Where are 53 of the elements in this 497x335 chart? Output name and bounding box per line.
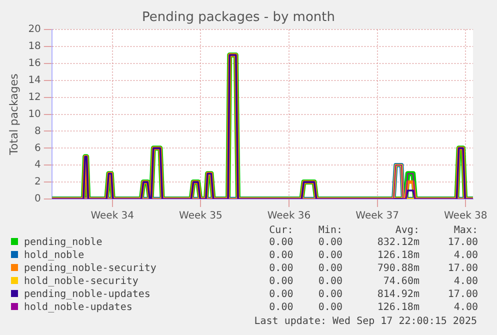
- legend-label: hold_noble-updates: [24, 302, 132, 313]
- y-axis-title: Total packages: [7, 73, 20, 156]
- text: 0.00: [317, 236, 342, 249]
- x-tick-label: Week 35: [179, 210, 222, 222]
- y-tick-label: 2: [34, 176, 41, 188]
- legend-label: hold_noble: [24, 250, 84, 261]
- y-tick-label: 16: [28, 58, 41, 70]
- x-tick-label: Week 34: [90, 210, 134, 222]
- legend-label: pending_noble-security: [24, 263, 156, 274]
- x-tick-label: Week 38: [444, 210, 488, 222]
- y-tick-label: 14: [28, 75, 41, 86]
- x-tick-label: Week 36: [267, 210, 311, 222]
- x-tick-label: Week 37: [356, 210, 399, 222]
- text: 0.00: [317, 262, 342, 275]
- text: 126.18m: [376, 249, 420, 262]
- text: 17.00: [446, 288, 478, 301]
- text: 0.00: [317, 288, 342, 301]
- text: 814.92m: [376, 288, 420, 301]
- text: Last update: Wed Sep 17 22:00:15 2025: [253, 315, 478, 328]
- text: 0.00: [317, 249, 342, 262]
- y-tick-label: 18: [28, 41, 41, 52]
- text: 0.00: [268, 301, 294, 314]
- text: 0.00: [268, 249, 294, 262]
- y-tick-label: 10: [28, 108, 41, 120]
- text: Min:: [317, 225, 342, 236]
- text: 17.00: [446, 236, 478, 249]
- text: 0.00: [268, 275, 294, 288]
- text: Max:: [452, 225, 478, 236]
- legend-label: pending_noble-updates: [24, 289, 150, 300]
- text: 0.00: [268, 236, 294, 249]
- y-tick-label: 4: [34, 160, 41, 171]
- text: 4.00: [452, 301, 478, 314]
- text: 0.00: [317, 275, 342, 288]
- text: Cur:: [268, 225, 294, 236]
- y-tick-label: 8: [34, 126, 41, 137]
- text: 832.12m: [376, 236, 420, 249]
- y-tick-label: 12: [28, 92, 41, 103]
- y-tick-label: 20: [28, 24, 41, 36]
- text: 0.00: [268, 288, 294, 301]
- chart-title: Pending packages - by month: [142, 10, 335, 26]
- text: Avg:: [394, 225, 420, 236]
- legend-label: pending_noble: [24, 237, 102, 248]
- text: 17.00: [446, 262, 478, 275]
- text: 0.00: [268, 262, 294, 275]
- y-tick-label: 0: [34, 194, 41, 205]
- text: 0.00: [317, 301, 342, 314]
- text: 74.60m: [382, 275, 420, 288]
- text: 790.88m: [376, 262, 420, 275]
- text: 4.00: [452, 275, 478, 288]
- text: 126.18m: [376, 301, 420, 314]
- text: 4.00: [452, 249, 478, 262]
- y-tick-label: 6: [34, 142, 41, 154]
- legend-label: hold_noble-security: [24, 276, 138, 287]
